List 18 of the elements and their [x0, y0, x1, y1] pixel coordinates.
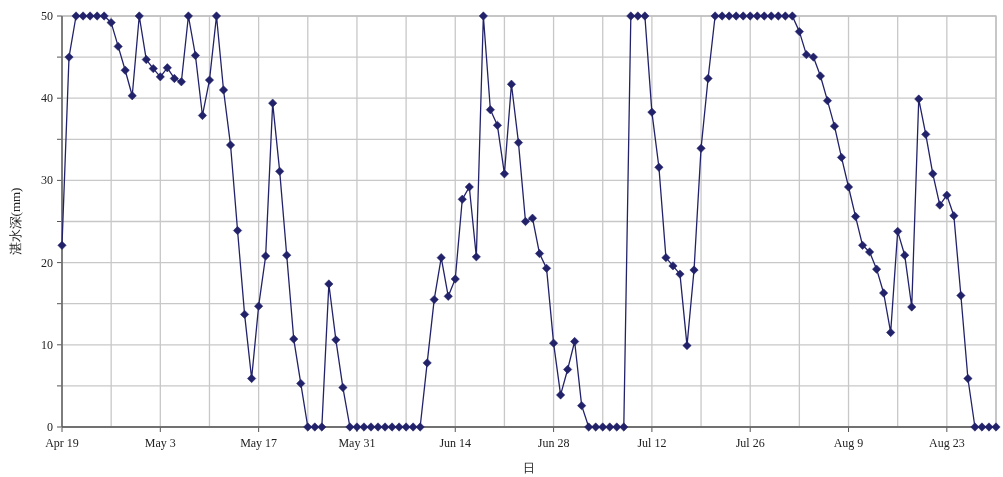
x-tick-label: May 31 — [338, 436, 376, 450]
x-tick-label: Jul 12 — [637, 436, 667, 450]
x-tick-label: May 17 — [240, 436, 278, 450]
y-tick-label: 20 — [41, 255, 53, 270]
x-tick-label: Aug 23 — [929, 436, 965, 450]
y-tick-label: 30 — [41, 173, 53, 188]
x-tick-label: Jul 26 — [735, 436, 765, 450]
x-tick-label: Aug 9 — [833, 436, 864, 450]
x-tick-label: Apr 19 — [45, 436, 79, 450]
y-tick-label: 0 — [47, 420, 53, 434]
y-axis-title: 湛水深(mm) — [8, 187, 23, 256]
y-tick-label: 10 — [41, 337, 53, 352]
x-tick-label: Jun 14 — [439, 436, 472, 450]
y-tick-label: 50 — [41, 9, 53, 23]
x-tick-label: Jun 28 — [537, 436, 570, 450]
x-axis-title: 日 — [523, 461, 535, 475]
y-tick-label: 40 — [41, 91, 53, 106]
x-tick-label: May 3 — [144, 436, 176, 450]
